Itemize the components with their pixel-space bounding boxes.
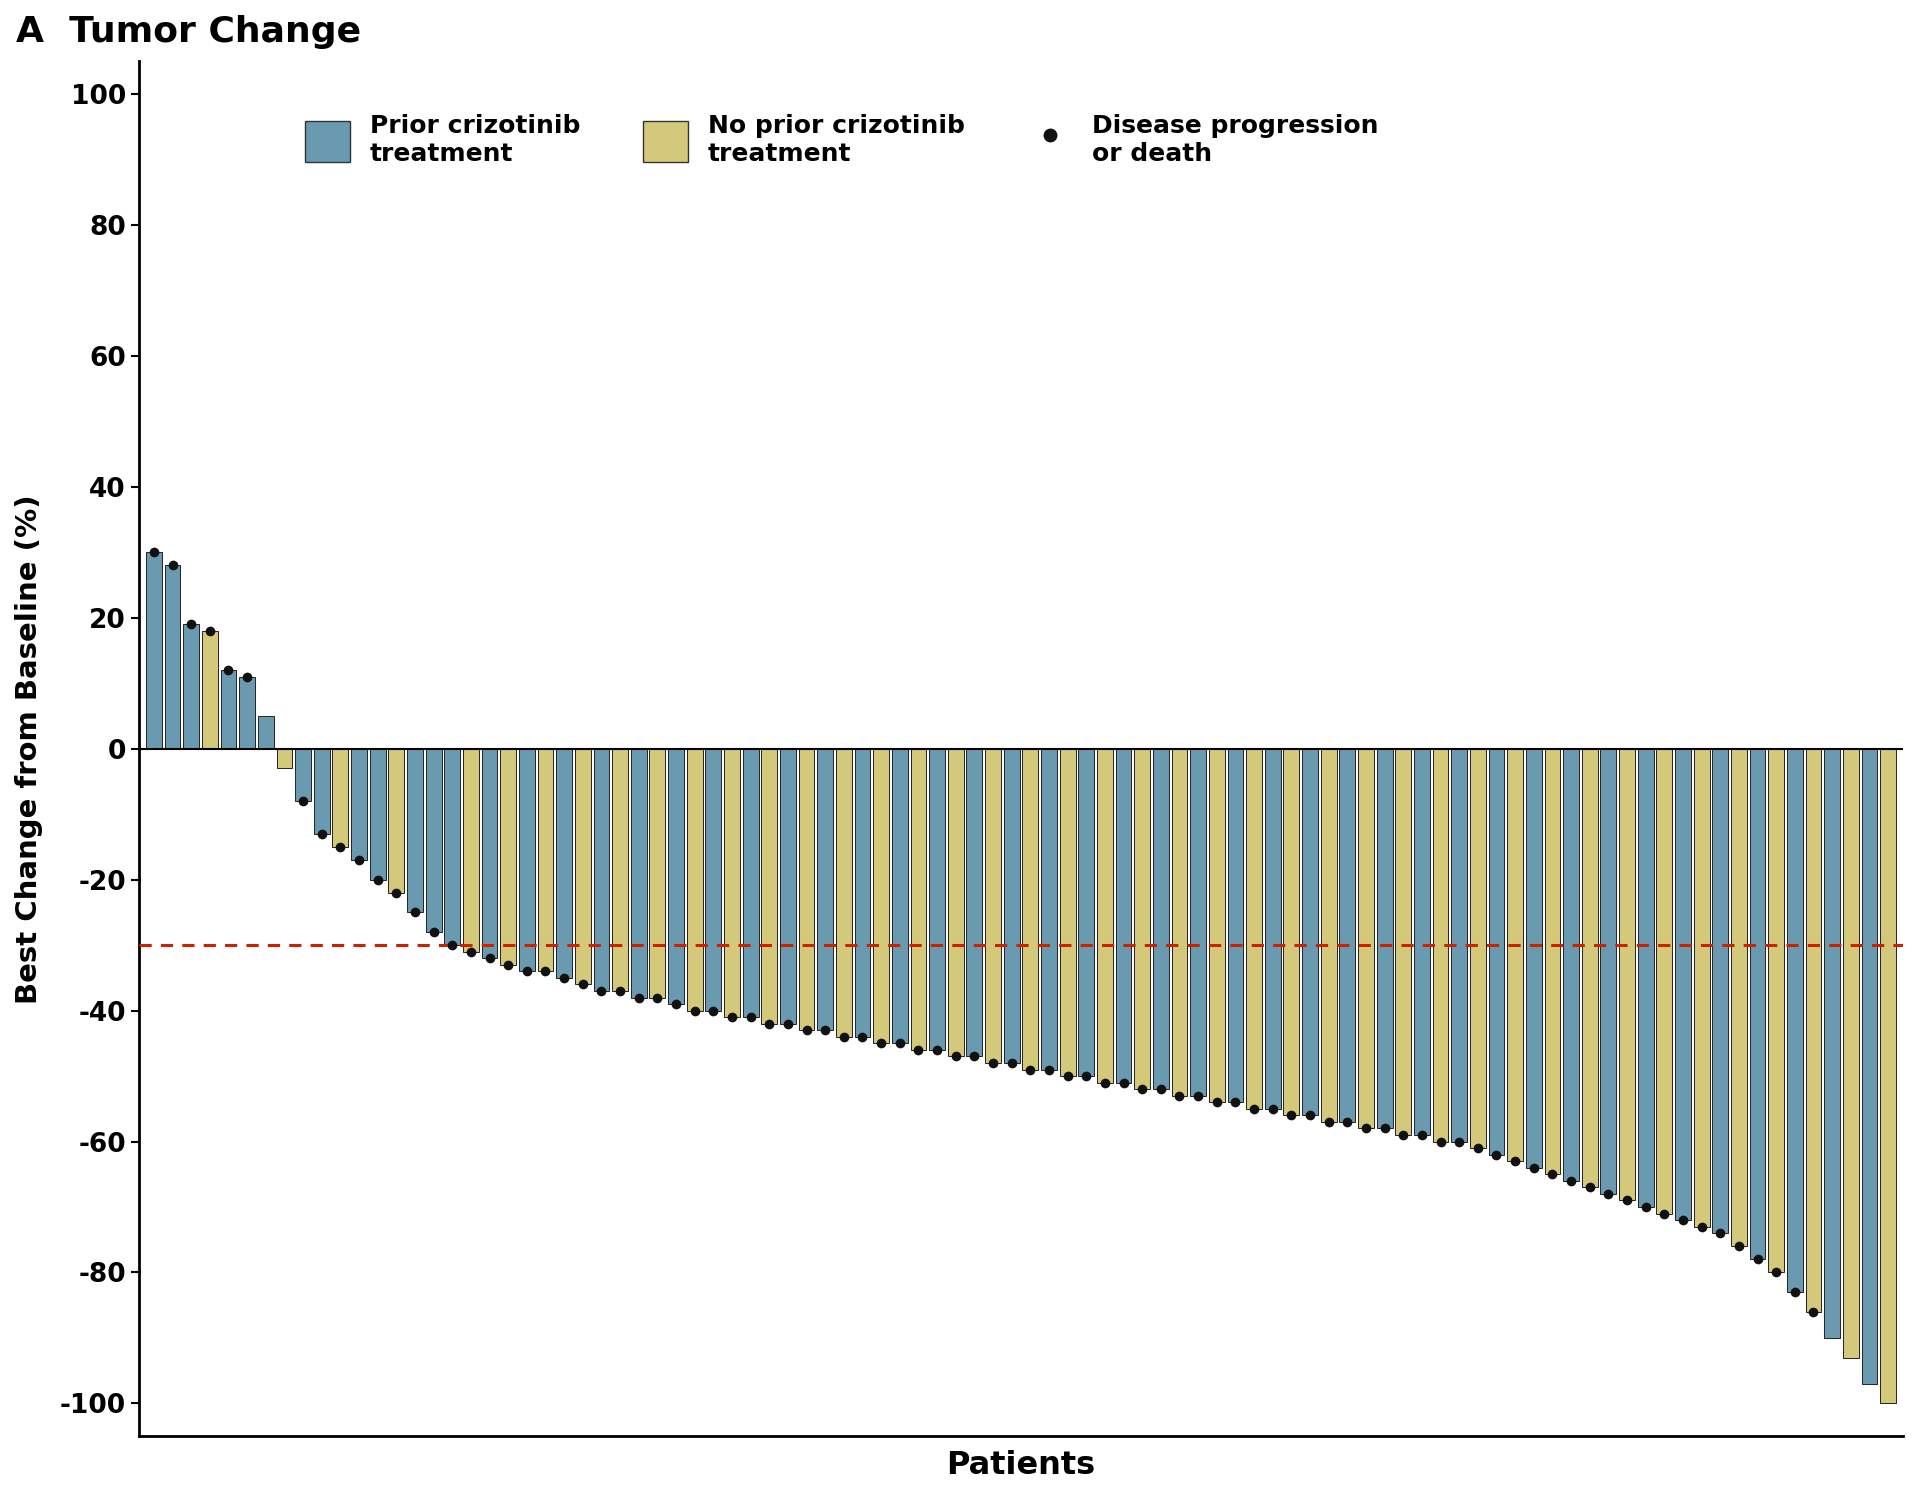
Bar <box>240 676 255 749</box>
Bar <box>667 749 685 1004</box>
Bar <box>407 749 422 913</box>
Bar <box>947 749 963 1056</box>
Bar <box>1600 749 1617 1194</box>
Bar <box>1022 749 1038 1070</box>
Bar <box>1283 749 1298 1116</box>
Bar <box>1488 749 1504 1155</box>
Bar <box>257 717 274 749</box>
Bar <box>520 749 535 971</box>
Bar <box>1247 749 1262 1109</box>
Bar <box>1619 749 1634 1200</box>
Bar <box>1059 749 1076 1076</box>
Bar <box>481 749 497 959</box>
Bar <box>351 749 366 860</box>
Text: A  Tumor Change: A Tumor Change <box>15 15 361 49</box>
Bar <box>1880 749 1897 1403</box>
Bar <box>911 749 926 1050</box>
Bar <box>462 749 480 951</box>
Bar <box>1544 749 1561 1174</box>
Bar <box>1322 749 1337 1122</box>
Bar <box>1116 749 1132 1083</box>
Bar <box>1433 749 1448 1141</box>
Bar <box>1469 749 1486 1147</box>
Bar <box>1694 749 1709 1227</box>
Bar <box>706 749 721 1011</box>
Bar <box>1730 749 1747 1246</box>
Bar <box>798 749 815 1031</box>
Bar <box>1394 749 1412 1135</box>
Bar <box>1674 749 1692 1221</box>
Bar <box>370 749 386 880</box>
Bar <box>1788 749 1803 1293</box>
Bar <box>1191 749 1206 1095</box>
Bar <box>761 749 777 1023</box>
Bar <box>1003 749 1020 1064</box>
Bar <box>593 749 610 990</box>
Bar <box>146 552 161 749</box>
Bar <box>556 749 572 978</box>
Bar <box>1377 749 1392 1128</box>
Bar <box>276 749 292 769</box>
Bar <box>1041 749 1057 1070</box>
Bar <box>332 749 349 847</box>
Bar <box>855 749 871 1037</box>
Bar <box>631 749 646 998</box>
Bar <box>295 749 311 802</box>
Bar <box>1638 749 1653 1207</box>
Bar <box>836 749 852 1037</box>
Bar <box>1078 749 1093 1076</box>
Bar <box>1228 749 1243 1103</box>
Bar <box>612 749 627 990</box>
Bar <box>315 749 330 833</box>
Bar <box>165 565 180 749</box>
Bar <box>687 749 702 1011</box>
Bar <box>873 749 890 1043</box>
Bar <box>892 749 907 1043</box>
Bar <box>575 749 591 984</box>
X-axis label: Patients: Patients <box>946 1450 1095 1481</box>
Bar <box>1713 749 1728 1233</box>
Bar <box>1452 749 1467 1141</box>
Bar <box>501 749 516 965</box>
Bar <box>1358 749 1373 1128</box>
Bar <box>221 670 236 749</box>
Bar <box>1097 749 1112 1083</box>
Bar <box>781 749 796 1023</box>
Bar <box>1264 749 1281 1109</box>
Bar <box>1339 749 1356 1122</box>
Bar <box>184 624 199 749</box>
Legend: Prior crizotinib
treatment, No prior crizotinib
treatment, Disease progression
o: Prior crizotinib treatment, No prior cri… <box>293 102 1391 178</box>
Bar <box>1153 749 1168 1089</box>
Bar <box>537 749 554 971</box>
Bar <box>1862 749 1878 1384</box>
Bar <box>1508 749 1523 1161</box>
Bar <box>1824 749 1839 1337</box>
Bar <box>967 749 982 1056</box>
Bar <box>817 749 832 1031</box>
Bar <box>1527 749 1542 1168</box>
Bar <box>650 749 666 998</box>
Bar <box>426 749 441 932</box>
Bar <box>387 749 405 893</box>
Bar <box>1414 749 1429 1135</box>
Bar <box>928 749 946 1050</box>
Bar <box>1768 749 1784 1273</box>
Bar <box>1134 749 1151 1089</box>
Bar <box>1582 749 1598 1188</box>
Bar <box>445 749 460 945</box>
Bar <box>1657 749 1672 1213</box>
Bar <box>742 749 758 1017</box>
Bar <box>723 749 740 1017</box>
Bar <box>1172 749 1187 1095</box>
Bar <box>986 749 1001 1064</box>
Bar <box>1208 749 1226 1103</box>
Bar <box>1843 749 1859 1357</box>
Y-axis label: Best Change from Baseline (%): Best Change from Baseline (%) <box>15 494 42 1004</box>
Bar <box>1563 749 1579 1180</box>
Bar <box>201 631 219 749</box>
Bar <box>1749 749 1765 1260</box>
Bar <box>1805 749 1822 1312</box>
Bar <box>1302 749 1318 1116</box>
